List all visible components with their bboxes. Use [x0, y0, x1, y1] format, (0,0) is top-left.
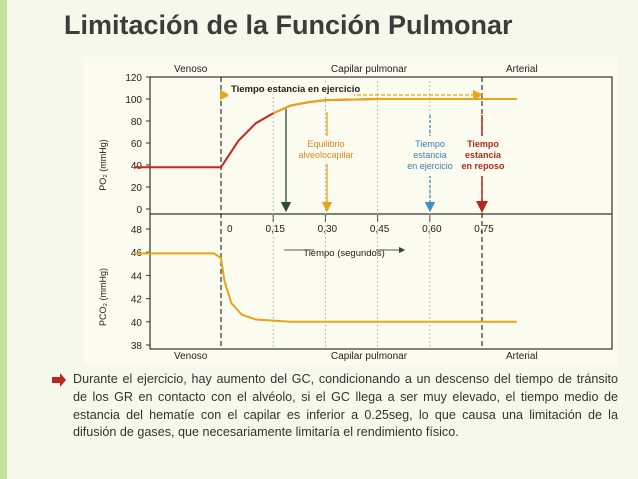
time-tick-5: 0,75	[474, 224, 494, 235]
label-capilar-bottom: Capilar pulmonar	[331, 351, 408, 362]
annotation-red-line3: en reposo	[461, 161, 505, 171]
pco2-tick-44: 44	[131, 271, 143, 282]
time-axis-label: Tiempo (segundos)	[303, 248, 385, 259]
annotation-blue-line1: Tiempo	[415, 139, 445, 149]
pco2-tick-48: 48	[131, 225, 143, 236]
label-venoso-bottom: Venoso	[174, 351, 208, 362]
diagram-svg: Venoso Capilar pulmonar Arterial Venoso …	[98, 64, 613, 362]
annotation-equilibrium-line1: Equilibrio	[307, 139, 344, 149]
annotation-blue-group: Tiempo estancia en ejercicio	[397, 136, 463, 176]
annotation-blue-line2: estancia	[413, 150, 447, 160]
exercise-label-bg	[228, 82, 354, 96]
annotation-red-line1: Tiempo	[467, 139, 499, 149]
time-tick-2: 0,30	[318, 224, 338, 235]
pulmonary-diffusion-figure: Venoso Capilar pulmonar Arterial Venoso …	[84, 57, 618, 365]
label-arterial-bottom: Arterial	[506, 351, 538, 362]
po2-tick-60: 60	[131, 139, 143, 150]
label-arterial-top: Arterial	[506, 64, 538, 75]
annotation-exercise-time: Tiempo estancia en ejercicio	[231, 84, 360, 95]
time-tick-0: 0	[227, 224, 233, 235]
pco2-tick-38: 38	[131, 341, 143, 352]
po2-axis-label: PO₂ (mmHg)	[98, 139, 108, 191]
annotation-red-line2: estancia	[465, 150, 502, 160]
annotation-blue-line3: en ejercicio	[407, 161, 453, 171]
pco2-tick-40: 40	[131, 318, 143, 329]
pco2-tick-42: 42	[131, 295, 143, 306]
decorative-side-bar	[0, 0, 7, 479]
label-venoso-top: Venoso	[174, 64, 208, 75]
label-capilar-top: Capilar pulmonar	[331, 64, 408, 75]
po2-tick-0: 0	[136, 205, 142, 216]
annotation-red-group: Tiempo estancia en reposo	[460, 136, 506, 176]
po2-tick-120: 120	[125, 73, 142, 84]
time-tick-4: 0,60	[422, 224, 442, 235]
plot-frame	[149, 76, 613, 350]
po2-tick-80: 80	[131, 117, 143, 128]
slide-title: Limitación de la Función Pulmonar	[64, 10, 513, 40]
bullet-text: Durante el ejercicio, hay aumento del GC…	[73, 372, 618, 440]
time-tick-3: 0,45	[370, 224, 390, 235]
time-tick-1: 0,15	[265, 224, 285, 235]
po2-tick-20: 20	[131, 183, 143, 194]
po2-tick-100: 100	[125, 95, 142, 106]
pco2-axis-label: PCO₂ (mmHg)	[98, 268, 108, 326]
annotation-equilibrium-group: Equilibrio alveolocapilar	[287, 136, 365, 164]
bullet-arrow-icon	[52, 373, 66, 387]
pco2-curve	[134, 252, 517, 323]
po2-curve-plateau	[272, 98, 517, 115]
annotation-equilibrium-line2: alveolocapilar	[298, 150, 353, 160]
